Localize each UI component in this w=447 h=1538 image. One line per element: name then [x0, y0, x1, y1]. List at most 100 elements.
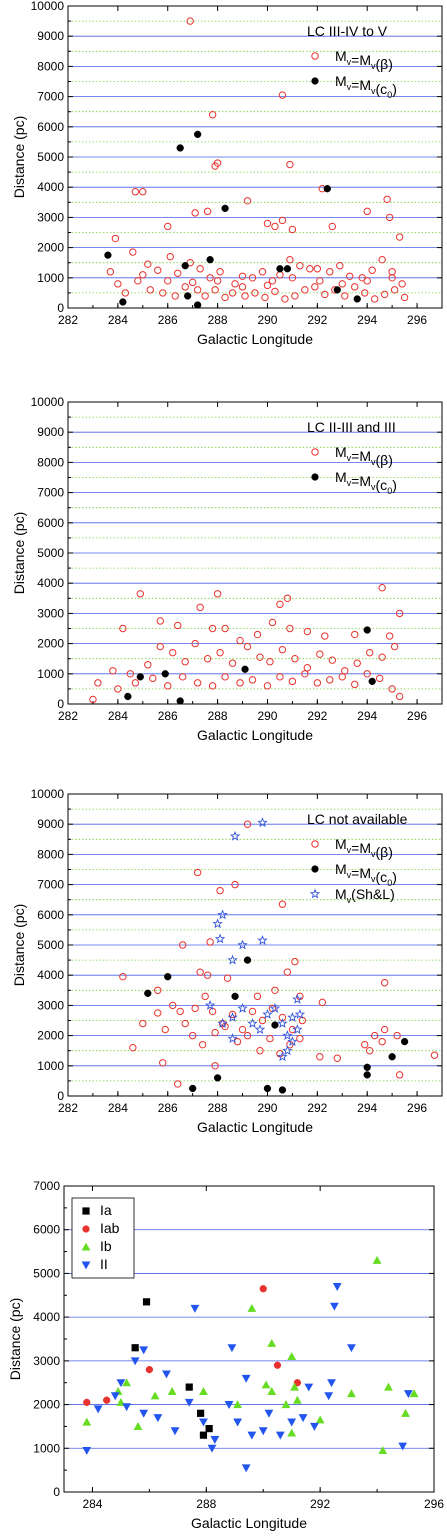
data-point — [378, 1037, 386, 1046]
data-point — [227, 1012, 238, 1022]
data-point — [248, 676, 257, 684]
data-point — [122, 1403, 132, 1412]
data-point — [236, 636, 244, 645]
data-point — [395, 233, 404, 241]
data-point — [257, 935, 268, 945]
data-point — [393, 1031, 401, 1040]
y-tick-label: 5000 — [37, 546, 64, 560]
data-point — [181, 1019, 189, 1028]
data-point — [316, 277, 324, 285]
data-point — [166, 252, 174, 261]
data-point — [106, 268, 115, 276]
data-point — [156, 617, 164, 625]
legend-label: Ia — [100, 1202, 112, 1218]
series-2 — [104, 130, 361, 309]
data-point — [231, 992, 239, 1000]
data-point — [263, 281, 272, 290]
data-point — [398, 280, 406, 288]
y-tick-label: 6000 — [37, 516, 64, 530]
series-2 — [144, 956, 409, 1094]
data-point — [401, 1408, 410, 1417]
chart-panel-3: 0 1000 2000 3000 4000 5000 6000 7000 8000 9000 100… — [11, 787, 443, 1135]
y-axis-label: Distance (pc) — [11, 904, 27, 986]
x-tick-label: 294 — [357, 313, 377, 327]
data-point — [203, 655, 212, 663]
y-tick-label: 2000 — [37, 241, 64, 255]
data-point — [271, 287, 279, 296]
data-point — [156, 642, 164, 651]
data-point — [363, 670, 371, 678]
data-point — [159, 289, 167, 297]
data-point — [227, 1033, 238, 1044]
data-point — [213, 590, 222, 598]
x-tick-label: 286 — [158, 709, 178, 723]
data-point — [159, 1059, 167, 1067]
data-point — [403, 1390, 413, 1399]
data-point — [380, 1025, 389, 1034]
data-point — [313, 679, 322, 687]
data-point — [243, 642, 252, 651]
data-point — [82, 1446, 92, 1455]
x-tick-label: 294 — [357, 1101, 377, 1115]
data-point — [388, 685, 396, 693]
legend-marker — [82, 1225, 90, 1233]
series-2 — [124, 626, 376, 705]
data-point — [321, 632, 329, 640]
x-tick-label: 284 — [108, 1101, 128, 1115]
y-tick-label: 0 — [57, 697, 64, 711]
data-point — [223, 974, 232, 982]
data-point — [341, 667, 349, 675]
data-point — [193, 286, 202, 294]
data-point — [144, 661, 152, 669]
legend-marker — [81, 1242, 91, 1251]
legend-marker — [309, 888, 321, 899]
series-1 — [89, 584, 404, 704]
y-tick-label: 0 — [57, 1089, 64, 1103]
data-point — [385, 632, 394, 640]
data-point — [388, 268, 396, 276]
legend-marker — [81, 1261, 91, 1270]
data-point — [224, 1401, 234, 1409]
x-tick-label: 286 — [158, 313, 178, 327]
y-tick-label: 8000 — [37, 847, 64, 861]
data-point — [205, 1425, 213, 1433]
data-point — [197, 1409, 205, 1417]
data-point — [277, 1051, 288, 1062]
data-point — [206, 274, 214, 282]
data-point — [273, 1361, 282, 1369]
y-tick-label: 8000 — [37, 59, 64, 73]
data-point — [277, 1018, 288, 1028]
data-point — [375, 674, 384, 683]
data-point — [310, 1422, 319, 1431]
data-point — [288, 274, 297, 282]
y-tick-label: 9000 — [37, 817, 64, 831]
data-point — [201, 292, 209, 300]
data-point — [326, 676, 334, 684]
data-point — [258, 1427, 268, 1436]
data-point — [233, 1418, 243, 1427]
data-point — [208, 682, 217, 690]
data-point — [324, 1392, 334, 1401]
data-point — [196, 968, 204, 976]
legend-marker — [311, 448, 319, 456]
data-point — [257, 817, 268, 828]
data-point — [291, 957, 299, 966]
data-point — [171, 292, 179, 300]
data-point — [145, 1365, 154, 1374]
y-tick-label: 0 — [53, 1485, 60, 1499]
x-tick-label: 288 — [196, 1497, 216, 1511]
data-point — [292, 993, 303, 1004]
data-point — [201, 992, 209, 1001]
data-point — [385, 213, 394, 222]
data-point — [198, 1040, 207, 1049]
data-point — [193, 679, 202, 687]
y-tick-label: 3000 — [37, 210, 64, 224]
data-point — [231, 280, 239, 288]
data-point — [251, 289, 259, 297]
data-point — [263, 219, 272, 228]
data-point — [351, 680, 359, 689]
data-point — [353, 295, 361, 303]
data-point — [390, 642, 399, 651]
data-point — [267, 1387, 277, 1395]
data-point — [378, 1446, 388, 1454]
